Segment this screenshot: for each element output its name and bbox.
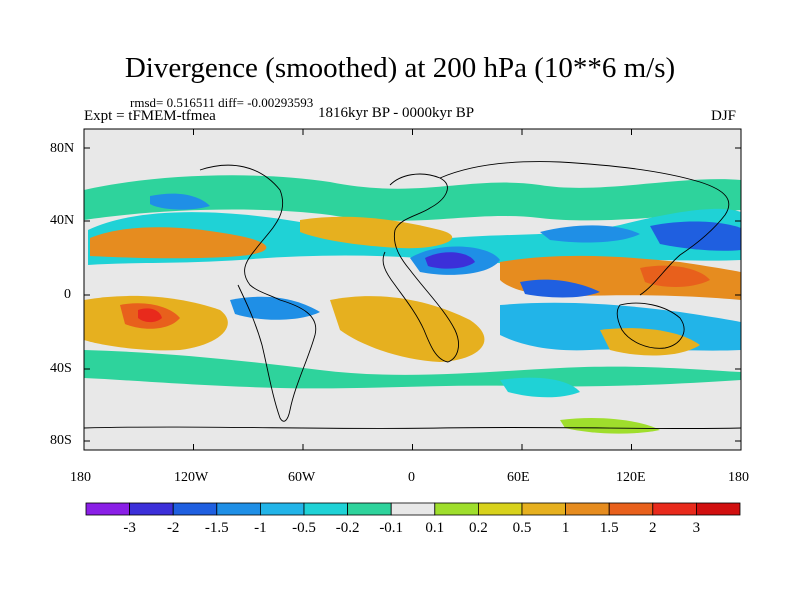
colorbar-swatch: [172, 502, 218, 516]
colorbar-label: -1: [254, 520, 267, 536]
lon-label-120w: 120W: [174, 470, 209, 485]
colorbar-swatch: [85, 502, 130, 516]
colorbar-label: -1.5: [204, 520, 229, 536]
colorbar-swatch: [390, 502, 436, 516]
colorbar-label: 1: [561, 520, 570, 536]
colorbar-label: 0.1: [425, 520, 445, 536]
colorbar-swatch: [521, 502, 566, 516]
lon-label-0: 0: [408, 470, 415, 485]
colorbar: [85, 502, 741, 516]
lat-label-40s: 40S: [50, 361, 72, 376]
colorbar-label: -3: [123, 520, 136, 536]
experiment-label: Expt = tFMEM-tfmea: [84, 108, 216, 124]
colorbar-label: 3: [692, 520, 701, 536]
colorbar-swatch: [303, 502, 348, 516]
period-label: 1816kyr BP - 0000kyr BP: [318, 105, 475, 121]
axis-ticks: [83, 129, 742, 450]
colorbar-swatch: [652, 502, 697, 516]
stats-text: rmsd= 0.516511 diff= -0.00293593: [130, 95, 314, 110]
lat-label-0: 0: [64, 287, 71, 302]
colorbar-label: -0.1: [379, 520, 404, 536]
colorbar-label: -2: [166, 520, 180, 536]
colorbar-label: 0.5: [512, 520, 532, 536]
contour-field: [84, 129, 741, 450]
lon-label-180e: 180: [728, 470, 749, 485]
season-label: DJF: [711, 108, 737, 124]
colorbar-swatch: [434, 502, 479, 516]
lon-label-120e: 120E: [616, 470, 646, 485]
lon-label-60w: 60W: [288, 470, 316, 485]
colorbar-swatch: [477, 502, 523, 516]
colorbar-label: -0.5: [292, 520, 316, 536]
colorbar-label: 2: [649, 520, 657, 536]
colorbar-label: 0.2: [469, 520, 488, 536]
colorbar-swatch: [129, 502, 174, 516]
colorbar-swatch: [565, 502, 610, 516]
colorbar-swatch: [608, 502, 654, 516]
lon-label-180w: 180: [70, 470, 91, 485]
map-title: Divergence (smoothed) at 200 hPa (10**6 …: [124, 52, 676, 84]
lat-label-40n: 40N: [50, 213, 75, 228]
lon-label-60e: 60E: [507, 470, 530, 485]
colorbar-swatch: [696, 502, 741, 516]
colorbar-swatch: [259, 502, 305, 516]
colorbar-swatch: [347, 502, 392, 516]
colorbar-label: -0.2: [335, 520, 360, 536]
lat-label-80s: 80S: [50, 433, 72, 448]
lat-label-80n: 80N: [50, 141, 75, 156]
colorbar-label: 1.5: [599, 520, 619, 536]
coastlines: [84, 161, 741, 430]
colorbar-swatch: [216, 502, 261, 516]
